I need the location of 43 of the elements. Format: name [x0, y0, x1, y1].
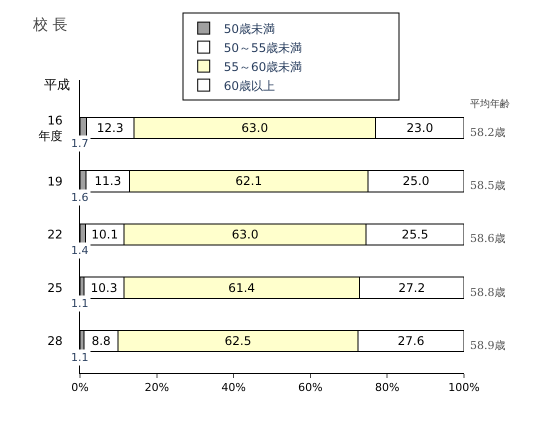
x-tick-label: 40%	[221, 381, 246, 394]
data-label: 10.3	[90, 280, 118, 295]
data-label: 62.5	[224, 334, 252, 348]
x-tick-label: 80%	[374, 381, 400, 394]
x-tick-label: 100%	[448, 381, 480, 394]
y-tick-label: 19	[47, 174, 63, 188]
data-label: 63.0	[232, 227, 258, 242]
data-label: 11.3	[94, 174, 122, 188]
y-tick-label: 16 年度	[38, 113, 63, 143]
data-label: 23.0	[406, 120, 434, 135]
data-label: 25.5	[402, 227, 428, 242]
data-label: 27.6	[398, 334, 424, 348]
y-tick-label: 25	[47, 280, 63, 295]
legend-label: 55～60歳未満	[224, 60, 302, 74]
y-tick-label: 28	[47, 334, 63, 348]
legend-label: 60歳以上	[224, 78, 275, 93]
data-label: 1.6	[71, 191, 88, 204]
data-label: 27.2	[398, 280, 426, 295]
x-tick-label: 0%	[71, 381, 89, 394]
text: 58.9歳	[470, 339, 506, 352]
x-tick-label: 60%	[298, 381, 323, 394]
data-label: 61.4	[228, 280, 256, 295]
text: 58.2歳	[470, 126, 506, 139]
y-axis-title: 平成	[44, 78, 70, 93]
data-label: 63.0	[241, 120, 268, 135]
legend-label: 50～55歳未満	[224, 40, 302, 55]
data-label: 1.1	[71, 351, 88, 364]
data-label: 1.7	[71, 137, 88, 150]
data-label: 25.0	[402, 174, 430, 188]
data-label: 12.3	[96, 120, 124, 135]
text: 58.6歳	[470, 232, 506, 245]
legend-label: 50歳未満	[224, 22, 275, 36]
x-tick-label: 20%	[144, 381, 170, 394]
data-label: 1.4	[71, 244, 88, 257]
y-tick-label: 22	[47, 228, 63, 242]
data-label: 1.1	[71, 297, 88, 310]
text: 平均年齢	[470, 98, 510, 110]
chart-title: 校 長	[32, 16, 68, 34]
data-label: 8.8	[92, 334, 111, 348]
text: 58.5歳	[470, 179, 506, 192]
text: 58.8歳	[470, 286, 506, 299]
data-label: 10.1	[91, 227, 118, 242]
data-label: 62.1	[235, 174, 262, 188]
